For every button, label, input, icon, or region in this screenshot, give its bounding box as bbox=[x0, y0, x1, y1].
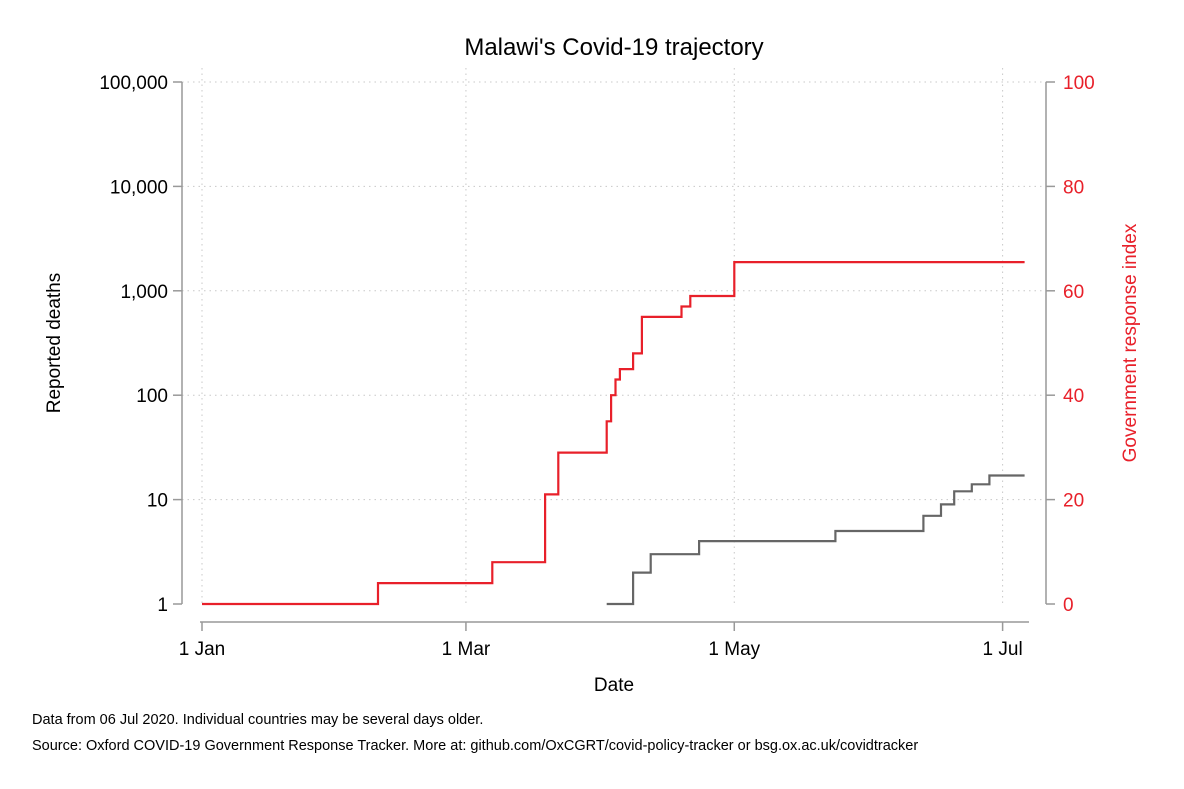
y2-tick-label: 40 bbox=[1063, 386, 1084, 407]
source-note: Source: Oxford COVID-19 Government Respo… bbox=[32, 738, 919, 754]
grid-lines bbox=[182, 68, 1046, 604]
y2-axis-title: Government response index bbox=[1120, 223, 1141, 462]
axes: 1 10 100 1,000 10,000 100,000 0 20 40 60 80 100 1 Ja… bbox=[99, 73, 1094, 660]
y2-tick-label: 0 bbox=[1063, 595, 1074, 616]
series-lines bbox=[202, 261, 1025, 606]
y-axis-title: Reported deaths bbox=[44, 273, 65, 414]
y-tick-label: 1,000 bbox=[120, 282, 168, 303]
y-tick-label: 100,000 bbox=[99, 73, 168, 94]
y-tick-label: 10 bbox=[147, 491, 168, 512]
data-date-note: Data from 06 Jul 2020. Individual countr… bbox=[32, 712, 484, 728]
x-tick-label: 1 Mar bbox=[442, 639, 491, 660]
chart-title: Malawi's Covid-19 trajectory bbox=[464, 34, 763, 61]
x-axis-title: Date bbox=[594, 675, 634, 696]
y2-tick-label: 20 bbox=[1063, 491, 1084, 512]
y2-tick-label: 80 bbox=[1063, 177, 1084, 198]
x-tick-label: 1 May bbox=[708, 639, 760, 660]
y-tick-label: 100 bbox=[136, 386, 168, 407]
x-tick-label: 1 Jan bbox=[179, 639, 225, 660]
y-tick-label: 10,000 bbox=[110, 177, 168, 198]
y2-tick-label: 100 bbox=[1063, 73, 1095, 94]
y-tick-label: 1 bbox=[157, 595, 168, 616]
series-line-response-index bbox=[202, 261, 1025, 606]
x-tick-label: 1 Jul bbox=[983, 639, 1023, 660]
chart-svg: Malawi's Covid-19 trajectory 1 10 100 1,000… bbox=[44, 34, 1141, 696]
series-line-deaths bbox=[606, 474, 1025, 606]
y2-tick-label: 60 bbox=[1063, 282, 1084, 303]
